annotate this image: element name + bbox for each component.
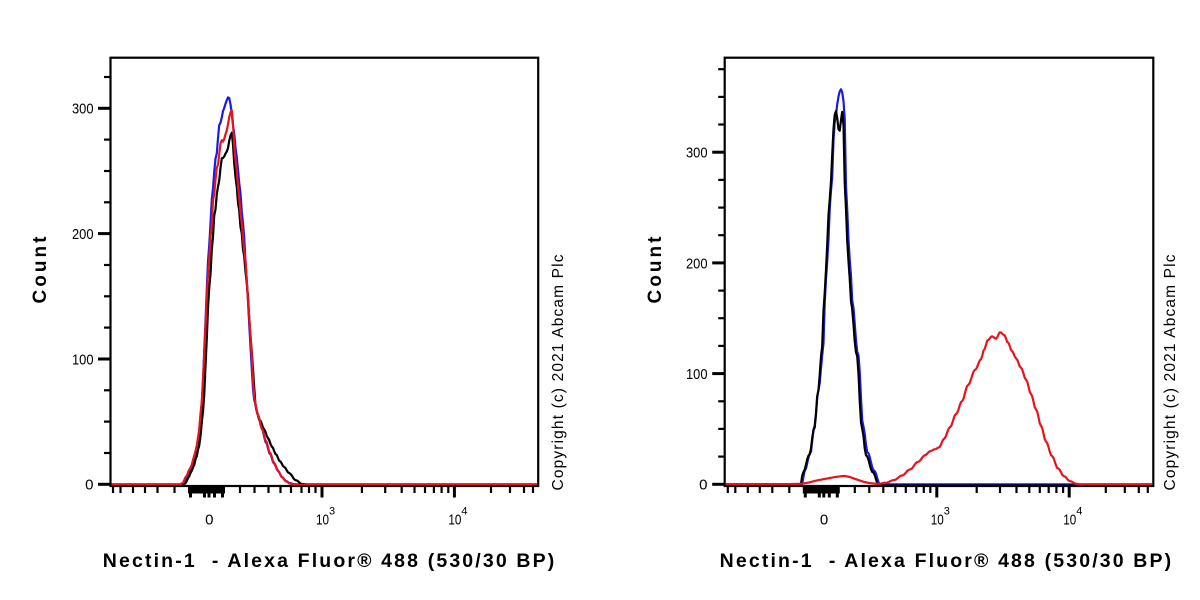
svg-text:Count: Count: [30, 236, 51, 304]
svg-text:100: 100: [686, 366, 708, 383]
svg-text:100: 100: [72, 351, 94, 368]
svg-text:Copyright (c) 2021 Abcam Plc: Copyright (c) 2021 Abcam Plc: [1162, 254, 1179, 490]
svg-text:0: 0: [205, 511, 213, 528]
svg-text:0: 0: [820, 511, 828, 528]
svg-text:200: 200: [686, 255, 708, 272]
svg-text:0: 0: [85, 477, 93, 494]
svg-text:Count: Count: [645, 236, 666, 304]
svg-text:104: 104: [448, 505, 467, 528]
svg-text:Copyright (c) 2021 Abcam Plc: Copyright (c) 2021 Abcam Plc: [550, 254, 567, 490]
svg-text:300: 300: [686, 145, 708, 162]
svg-text:200: 200: [72, 226, 94, 243]
svg-text:Nectin-1 - Alexa Fluor® 488 (: Nectin-1 - Alexa Fluor® 488 (530/30 BP): [103, 550, 555, 572]
svg-text:0: 0: [699, 477, 707, 494]
svg-text:103: 103: [316, 505, 335, 528]
svg-text:Nectin-1 - Alexa Fluor® 488 (: Nectin-1 - Alexa Fluor® 488 (530/30 BP): [720, 550, 1172, 572]
svg-text:300: 300: [72, 101, 94, 118]
svg-text:104: 104: [1063, 505, 1082, 528]
svg-text:103: 103: [931, 505, 950, 528]
